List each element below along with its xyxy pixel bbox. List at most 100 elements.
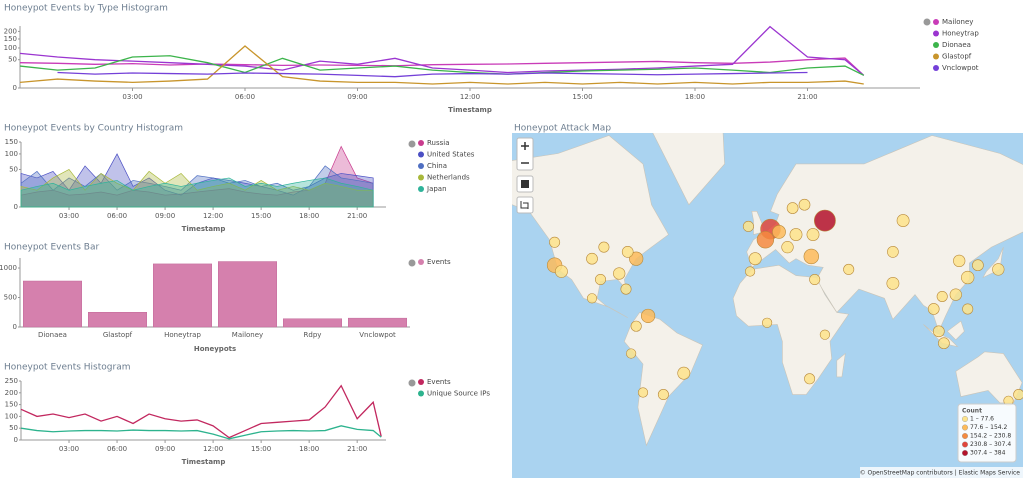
legend-swatch — [418, 259, 424, 265]
legend-swatch — [418, 174, 424, 181]
map-bubble — [961, 270, 975, 285]
y-tick-label: 50 — [8, 56, 17, 64]
map-bubble — [762, 317, 773, 328]
legend-label: Japan — [426, 185, 447, 193]
chart-title: Honeypot Events Bar — [4, 243, 99, 253]
x-tick-label: 03:00 — [59, 445, 79, 453]
legend-label: 154.2 – 230.8 — [970, 433, 1011, 440]
x-tick-label: 12:00 — [203, 445, 223, 453]
legend-label: Russia — [427, 139, 450, 147]
land — [955, 351, 1023, 404]
legend-toggle[interactable] — [408, 379, 416, 387]
map-bubble — [621, 246, 634, 258]
map-bubble — [803, 248, 819, 265]
chart-title: Honeypot Events Histogram — [4, 363, 130, 373]
chart-title: Honeypot Events by Type Histogram — [4, 4, 168, 14]
map-bubble — [742, 220, 754, 232]
map-bubble — [936, 290, 948, 302]
map-bubble — [804, 373, 816, 385]
y-tick-label: 100 — [4, 44, 17, 52]
land — [946, 320, 965, 341]
x-axis-label: Timestamp — [448, 106, 492, 114]
attribution: © OpenStreetMap contributors | Elastic M… — [860, 470, 1021, 477]
legend-swatch — [962, 441, 969, 448]
legend-label: Glastopf — [942, 53, 972, 61]
map-bubble — [555, 265, 568, 278]
line — [20, 384, 382, 439]
legend-label: Mailoney — [942, 18, 973, 26]
fit-control[interactable] — [516, 196, 534, 214]
legend-label: Vnclowpot — [942, 64, 979, 72]
map-bubble — [756, 231, 775, 249]
fit-icon — [520, 201, 529, 209]
map-title: Honeypot Attack Map — [514, 124, 611, 134]
map-bubble — [938, 337, 950, 350]
legend-label: Events — [427, 258, 451, 266]
x-tick-label: 12:00 — [203, 212, 223, 220]
legend-swatch — [962, 433, 969, 440]
x-tick-label: 09:00 — [347, 93, 367, 101]
legend-swatch — [418, 379, 424, 385]
map-bubble — [949, 288, 962, 301]
legend-label: United States — [427, 151, 475, 159]
area — [20, 153, 374, 208]
map-bubble — [745, 266, 756, 277]
map-bubble — [626, 348, 637, 359]
x-tick-label: Honeytrap — [164, 331, 201, 339]
map-bubble — [629, 251, 644, 266]
attribution-bg — [860, 467, 1023, 478]
bar — [88, 312, 147, 328]
map-bubble — [814, 209, 836, 232]
x-tick-label: 18:00 — [299, 445, 319, 453]
area — [20, 177, 374, 208]
legend-swatch — [933, 30, 939, 37]
map-bubble — [657, 389, 669, 401]
y-tick-label: 250 — [5, 377, 18, 385]
legend-toggle[interactable] — [408, 140, 416, 148]
legend-swatch — [933, 42, 939, 48]
x-tick-label: 15:00 — [251, 445, 271, 453]
line — [19, 25, 865, 76]
map-bubble — [927, 303, 940, 315]
x-tick-label: 21:00 — [797, 93, 817, 101]
y-tick-label: 0 — [14, 203, 18, 211]
x-tick-label: 15:00 — [251, 212, 271, 220]
legend-swatch — [418, 163, 424, 169]
y-tick-label: 150 — [4, 35, 17, 43]
map-bubble — [598, 241, 610, 253]
map-controls — [516, 137, 534, 214]
legend-swatch — [418, 151, 424, 158]
legend-toggle[interactable] — [923, 18, 931, 26]
legend-label: 1 – 77.6 — [970, 416, 994, 423]
zoom-icons — [521, 142, 529, 164]
map-bubble — [972, 259, 984, 272]
y-tick-label: 1000 — [0, 264, 17, 272]
legend-label: Honeytrap — [942, 30, 979, 38]
map-bubble — [887, 246, 899, 258]
map-bubble — [620, 283, 632, 295]
map-bubble — [595, 274, 606, 285]
x-tick-label: 06:00 — [235, 93, 255, 101]
area — [20, 169, 374, 208]
map-bubble — [613, 267, 626, 280]
land — [623, 312, 703, 447]
line — [19, 45, 864, 85]
map-bubble — [809, 274, 821, 285]
legend-swatch — [962, 450, 969, 457]
map-bubble — [843, 263, 855, 275]
x-tick-label: 09:00 — [155, 212, 175, 220]
bar — [283, 318, 342, 328]
legend-swatch — [418, 186, 424, 192]
bar — [348, 317, 407, 328]
x-tick-label: 21:00 — [347, 445, 367, 453]
legend-label: 307.4 – 384 — [970, 450, 1006, 457]
y-tick-label: 0 — [14, 436, 18, 444]
legend-label: Unique Source IPs — [427, 390, 490, 398]
map-legend-title: Count — [962, 408, 982, 415]
line — [57, 71, 808, 78]
legend-toggle[interactable] — [408, 259, 416, 267]
map-bubble — [641, 308, 656, 324]
map-bubble — [789, 228, 803, 241]
y-tick-label: 50 — [9, 165, 18, 173]
area — [20, 145, 374, 208]
